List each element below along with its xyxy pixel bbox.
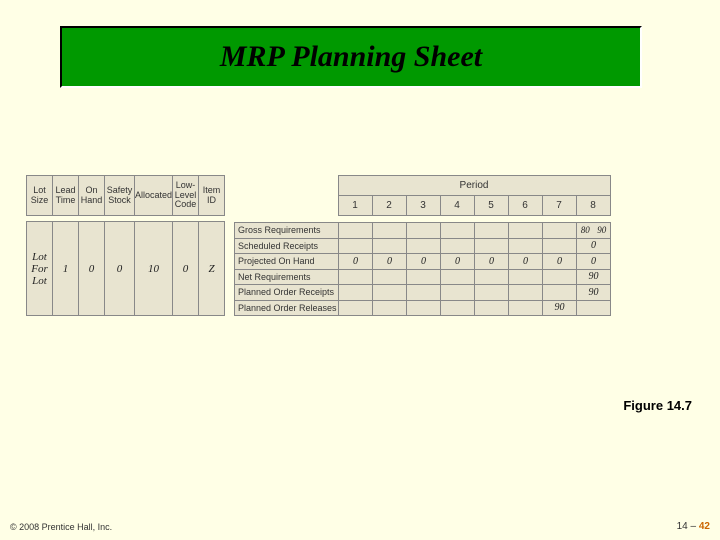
param-head-safety: SafetyStock: [105, 176, 135, 216]
mrp-cell: [441, 285, 475, 301]
mrp-row: Gross Requirements 8090: [235, 223, 611, 239]
mrp-cell: [339, 285, 373, 301]
mrp-row-label: Planned Order Receipts: [235, 285, 339, 301]
mrp-cell: [407, 300, 441, 316]
mrp-cell: [373, 238, 407, 254]
period-5: 5: [474, 196, 508, 216]
mrp-rows-table: Gross Requirements8090Scheduled Receipts…: [234, 222, 611, 316]
param-val-lead: 1: [53, 222, 79, 316]
page-current: 42: [699, 521, 710, 532]
period-1: 1: [338, 196, 372, 216]
mrp-cell: [373, 285, 407, 301]
mrp-cell: 8090: [577, 223, 611, 239]
figure-label: Figure 14.7: [623, 398, 692, 413]
param-val-lot: LotForLot: [27, 222, 53, 316]
mrp-cell: [339, 269, 373, 285]
period-label: Period: [338, 176, 610, 196]
mrp-cell: [475, 285, 509, 301]
mrp-cell: 90: [577, 285, 611, 301]
param-val-safety: 0: [105, 222, 135, 316]
period-2: 2: [372, 196, 406, 216]
mrp-cell: [543, 238, 577, 254]
param-head-lot: LotSize: [27, 176, 53, 216]
mrp-cell: 0: [373, 254, 407, 270]
mrp-row: Scheduled Receipts 0: [235, 238, 611, 254]
param-head-alloc: Allocated: [135, 176, 173, 216]
mrp-cell: 0: [543, 254, 577, 270]
mrp-cell: [373, 300, 407, 316]
period-header-table: Period 1 2 3 4 5 6 7 8: [234, 175, 611, 216]
mrp-cell: [475, 269, 509, 285]
page-number: 14 – 42: [677, 521, 710, 532]
param-value-row: LotForLot 1 0 0 10 0 Z: [27, 222, 225, 316]
mrp-cell: [441, 223, 475, 239]
mrp-cell: [577, 300, 611, 316]
mrp-row-label: Scheduled Receipts: [235, 238, 339, 254]
period-block: Period 1 2 3 4 5 6 7 8 Gross Requirement…: [234, 175, 611, 316]
mrp-cell: [509, 238, 543, 254]
param-val-lowlvl: 0: [173, 222, 199, 316]
mrp-cell: [373, 223, 407, 239]
mrp-row-label: Planned Order Releases: [235, 300, 339, 316]
param-val-onhand: 0: [79, 222, 105, 316]
mrp-cell: 0: [475, 254, 509, 270]
mrp-cell: [543, 223, 577, 239]
mrp-cell: [407, 269, 441, 285]
mrp-cell: 0: [441, 254, 475, 270]
mrp-cell: 0: [407, 254, 441, 270]
mrp-cell: [407, 238, 441, 254]
param-val-alloc: 10: [135, 222, 173, 316]
mrp-row: Projected On Hand00000000: [235, 254, 611, 270]
param-head-lead: LeadTime: [53, 176, 79, 216]
mrp-cell: [339, 238, 373, 254]
mrp-cell: [339, 223, 373, 239]
mrp-row: Net Requirements 90: [235, 269, 611, 285]
mrp-row: Planned Order Releases 90: [235, 300, 611, 316]
mrp-cell: 0: [577, 238, 611, 254]
param-table: LotSize LeadTime OnHand SafetyStock Allo…: [26, 175, 225, 316]
period-6: 6: [508, 196, 542, 216]
mrp-cell: [407, 223, 441, 239]
mrp-cell: [475, 223, 509, 239]
period-8: 8: [576, 196, 610, 216]
mrp-row-label: Projected On Hand: [235, 254, 339, 270]
mrp-cell: [407, 285, 441, 301]
mrp-cell: [543, 285, 577, 301]
mrp-cell: 90: [543, 300, 577, 316]
mrp-cell: [509, 269, 543, 285]
mrp-row: Planned Order Receipts 90: [235, 285, 611, 301]
mrp-cell: [475, 238, 509, 254]
mrp-cell: [441, 238, 475, 254]
param-header-row: LotSize LeadTime OnHand SafetyStock Allo…: [27, 176, 225, 216]
mrp-cell: [543, 269, 577, 285]
mrp-cell: 0: [577, 254, 611, 270]
slide-title: MRP Planning Sheet: [220, 40, 482, 74]
slide-title-box: MRP Planning Sheet: [60, 26, 642, 88]
period-7: 7: [542, 196, 576, 216]
mrp-cell: [475, 300, 509, 316]
mrp-cell: [509, 300, 543, 316]
period-4: 4: [440, 196, 474, 216]
mrp-cell: [509, 223, 543, 239]
param-head-item: ItemID: [199, 176, 225, 216]
mrp-cell: [509, 285, 543, 301]
period-header-spacer: [234, 176, 338, 216]
param-head-onhand: OnHand: [79, 176, 105, 216]
mrp-cell: [339, 300, 373, 316]
mrp-cell: 0: [509, 254, 543, 270]
mrp-cell: [441, 300, 475, 316]
param-head-lowlvl: Low-LevelCode: [173, 176, 199, 216]
mrp-cell: [441, 269, 475, 285]
page-prefix: 14 –: [677, 521, 699, 532]
param-val-item: Z: [199, 222, 225, 316]
mrp-row-label: Gross Requirements: [235, 223, 339, 239]
mrp-cell: [373, 269, 407, 285]
period-3: 3: [406, 196, 440, 216]
mrp-row-label: Net Requirements: [235, 269, 339, 285]
copyright: © 2008 Prentice Hall, Inc.: [10, 522, 112, 532]
mrp-cell: 0: [339, 254, 373, 270]
mrp-cell: 90: [577, 269, 611, 285]
